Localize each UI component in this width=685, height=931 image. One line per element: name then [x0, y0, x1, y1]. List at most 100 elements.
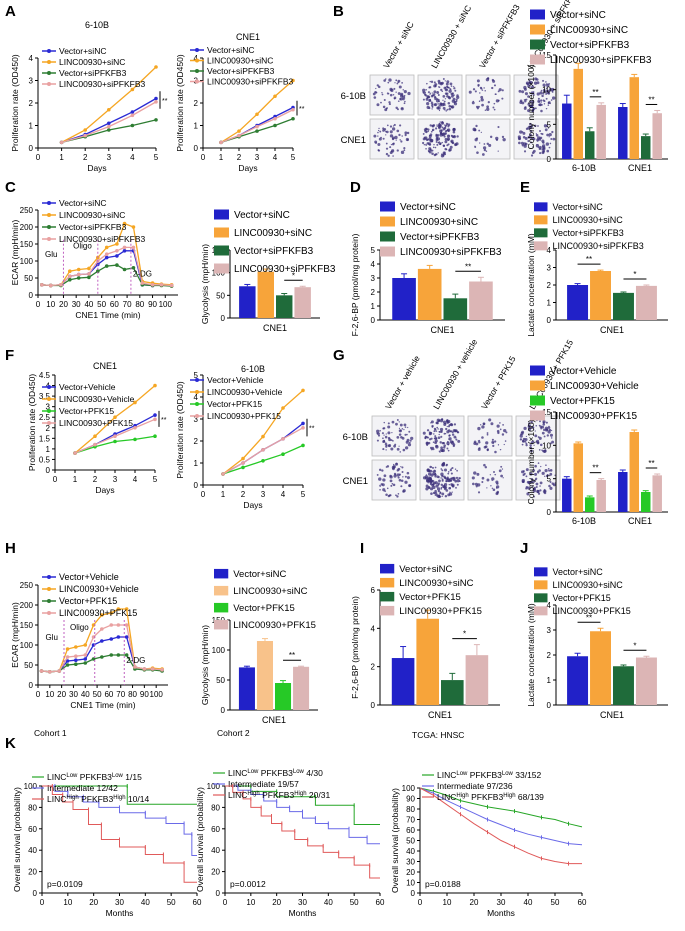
y-tick-label: 50: [406, 837, 415, 846]
colony-dot: [476, 151, 479, 154]
data-point: [301, 421, 305, 426]
significance-marker: *: [463, 630, 466, 639]
colony-dot: [530, 130, 533, 133]
x-tick-label: 70: [116, 690, 125, 699]
colony-dot: [495, 93, 497, 95]
colony-dot: [481, 103, 484, 107]
colony-dot: [383, 439, 385, 442]
colony-dot: [434, 494, 437, 497]
colony-dot: [481, 425, 485, 429]
legend-label: Vector+siPFKFB3: [400, 232, 480, 243]
colony-dot: [423, 136, 425, 139]
y-tick-label: 0: [221, 314, 226, 323]
colony-dot: [503, 443, 505, 446]
category-label: CNE1: [628, 516, 652, 526]
colony-dot: [436, 124, 438, 126]
colony-dot: [396, 129, 400, 133]
data-point: [91, 657, 96, 661]
legend-text: 1/15: [123, 772, 142, 782]
colony-dot: [535, 482, 539, 486]
legend-label: LINC00930+Vehicle: [59, 584, 139, 594]
bar: [391, 658, 415, 705]
colony-dot: [457, 439, 461, 443]
data-point: [83, 643, 88, 647]
bar: [596, 480, 606, 512]
colony-dot: [530, 449, 533, 453]
colony-dot: [442, 95, 446, 98]
data-point: [87, 275, 91, 280]
legend-swatch: [214, 568, 229, 579]
y-tick-label: 4: [371, 260, 376, 269]
colony-dot: [502, 477, 504, 479]
colony-dot: [446, 476, 449, 479]
colony-dot: [455, 486, 457, 489]
colony-dot: [448, 434, 451, 437]
legend-swatch: [530, 410, 545, 421]
significance-marker: **: [162, 98, 168, 105]
bar: [596, 104, 606, 159]
significance-marker: *: [633, 270, 636, 279]
colony-dot: [445, 148, 448, 151]
y-tick-label: 30: [406, 858, 415, 867]
series-line: [74, 435, 156, 454]
y-tick-label: 4: [371, 624, 376, 633]
p-value: p=0.0012: [230, 879, 266, 889]
colony-dot: [425, 487, 429, 491]
colony-dot: [446, 447, 449, 450]
colony-dot: [428, 134, 432, 138]
survival-curve: [419, 787, 582, 865]
colony-dot: [499, 422, 501, 424]
colony-dot: [400, 466, 402, 468]
colony-dot: [389, 134, 394, 138]
colony-dot: [547, 127, 550, 129]
colony-dot: [404, 475, 407, 478]
p-value: p=0.0188: [425, 879, 461, 889]
colony-dot: [455, 100, 458, 102]
x-tick-label: 3: [113, 475, 118, 484]
y-tick-label: 0: [547, 155, 552, 164]
significance-marker: *: [633, 641, 636, 650]
colony-dot: [474, 146, 477, 149]
data-point: [124, 607, 129, 611]
colony-dot: [397, 492, 400, 495]
colony-dot: [385, 142, 388, 145]
colony-dot: [372, 92, 376, 96]
colony-dot: [394, 82, 396, 84]
colony-dot: [402, 448, 406, 452]
colony-dot: [524, 142, 528, 146]
bar: [293, 666, 310, 710]
data-point: [255, 112, 259, 117]
x-axis-label: CNE1: [428, 710, 452, 720]
legend-swatch: [530, 365, 545, 376]
colony-dot: [437, 436, 441, 440]
colony-dot: [477, 440, 480, 442]
y-tick-label: 100: [20, 641, 34, 650]
bar: [629, 77, 639, 159]
colony-dot: [468, 90, 472, 94]
colony-dot: [441, 102, 445, 107]
legend-label: LINC00930+siNC: [399, 578, 473, 589]
colony-plate: [467, 459, 513, 501]
legend-marker: [47, 49, 51, 53]
colony-dot: [404, 131, 408, 135]
photo-row-label: 6-10B: [341, 91, 366, 102]
colony-plate: [467, 415, 513, 457]
colony-dot: [491, 487, 494, 490]
colony-dot: [444, 140, 448, 144]
colony-dot: [501, 433, 505, 436]
y-tick-label: 60: [28, 825, 37, 834]
panel-letter: G: [333, 347, 345, 364]
chart-A1: 0 1 2 3 4 0 1 2 3 4 5 6-10B Days Proliferation rate (…: [10, 20, 168, 173]
data-point: [93, 442, 97, 447]
colony-dot: [528, 427, 531, 431]
colony-dot: [386, 92, 389, 95]
colony-dot: [396, 149, 399, 152]
y-tick-label: 1: [547, 676, 552, 685]
panel-letter: H: [5, 540, 16, 557]
colony-dot: [409, 439, 412, 442]
colony-dot: [527, 95, 530, 98]
colony-dot: [547, 467, 550, 470]
data-point: [131, 266, 136, 270]
colony-dot: [407, 91, 411, 96]
colony-dot: [520, 141, 524, 145]
